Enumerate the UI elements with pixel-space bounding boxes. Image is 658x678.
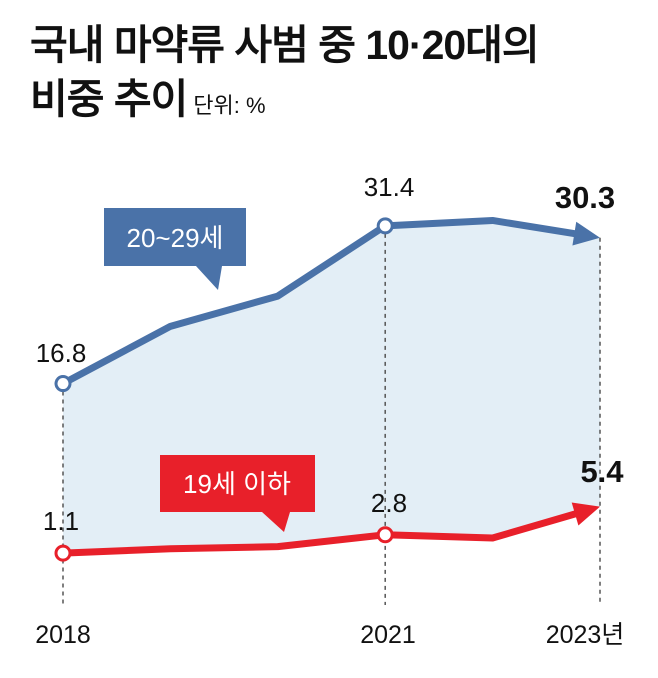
legend-callout-20s: 20~29세 [104,208,246,290]
title-line-2: 비중 추이 [30,76,188,122]
title-line-1: 국내 마약류 사범 중 10·20대의 [30,22,540,68]
data-point-2018 [54,544,72,562]
data-label-20-29-2018: 16.8 [36,338,87,368]
data-label-20-29-2023: 30.3 [555,180,615,215]
x-tick-label: 2021 [360,621,416,649]
series-line-under19 [62,509,582,557]
x-tick-label: 2018 [35,621,91,649]
arrow-head-icon [571,502,600,526]
data-label-under-19-2018: 1.1 [43,506,79,536]
callout-box [160,455,315,532]
callout-label: 19세 이하 [183,469,291,499]
data-point-2021 [376,526,394,544]
series-line-20s [61,216,581,387]
callout-label: 20~29세 [127,223,224,253]
area-fill [63,220,600,554]
legend-callout-under19: 19세 이하 [160,455,315,532]
data-point-2021 [376,217,394,235]
chart-title: 국내 마약류 사범 중 10·20대의 비중 추이 단위: % [30,18,540,133]
arrow-head-icon [572,221,600,246]
data-label-under-19-2021: 2.8 [371,488,407,518]
unit-label: 단위: % [193,93,266,118]
data-label-under-19-2023: 5.4 [580,454,624,489]
x-tick-label: 2023년 [546,621,625,649]
data-point-2018 [54,375,72,393]
callout-box [104,208,246,290]
data-label-20-29-2021: 31.4 [364,172,415,202]
